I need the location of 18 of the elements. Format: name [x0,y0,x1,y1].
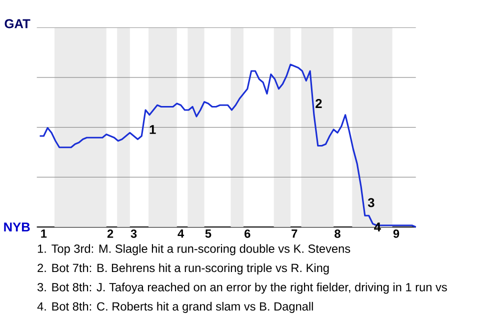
x-tick-label: 2 [107,230,114,238]
text: 1. Top 3rd: M. Slagle hit a run-scoring double vs K. Stevens [38,244,350,256]
annotation: 1 [150,125,156,134]
annotation: 3 [368,198,374,208]
x-tick-label: 6 [244,230,250,238]
text: NYB [4,222,30,232]
text: 3. Bot 8th: J. Tafoya reached on an error by the right fielder, driving in 1 run vs [37,282,447,294]
annotation: 2 [316,99,322,108]
x-tick-label: 7 [292,230,298,238]
x-tick-label: 3 [130,230,137,238]
x-tick-label: 5 [205,230,212,238]
x-tick-label: 1 [41,230,47,238]
x-tick-label: 4 [178,230,184,238]
x-tick-label: 8 [334,230,340,238]
text: 2. Bot 7th: B. Behrens hit a run-scoring triple vs R. King [38,264,329,275]
text: 4. Bot 8th: C. Roberts hit a grand slam vs B. Dagnall [37,302,313,314]
text: GAT [4,19,30,28]
x-tick-label: 9 [393,230,400,238]
